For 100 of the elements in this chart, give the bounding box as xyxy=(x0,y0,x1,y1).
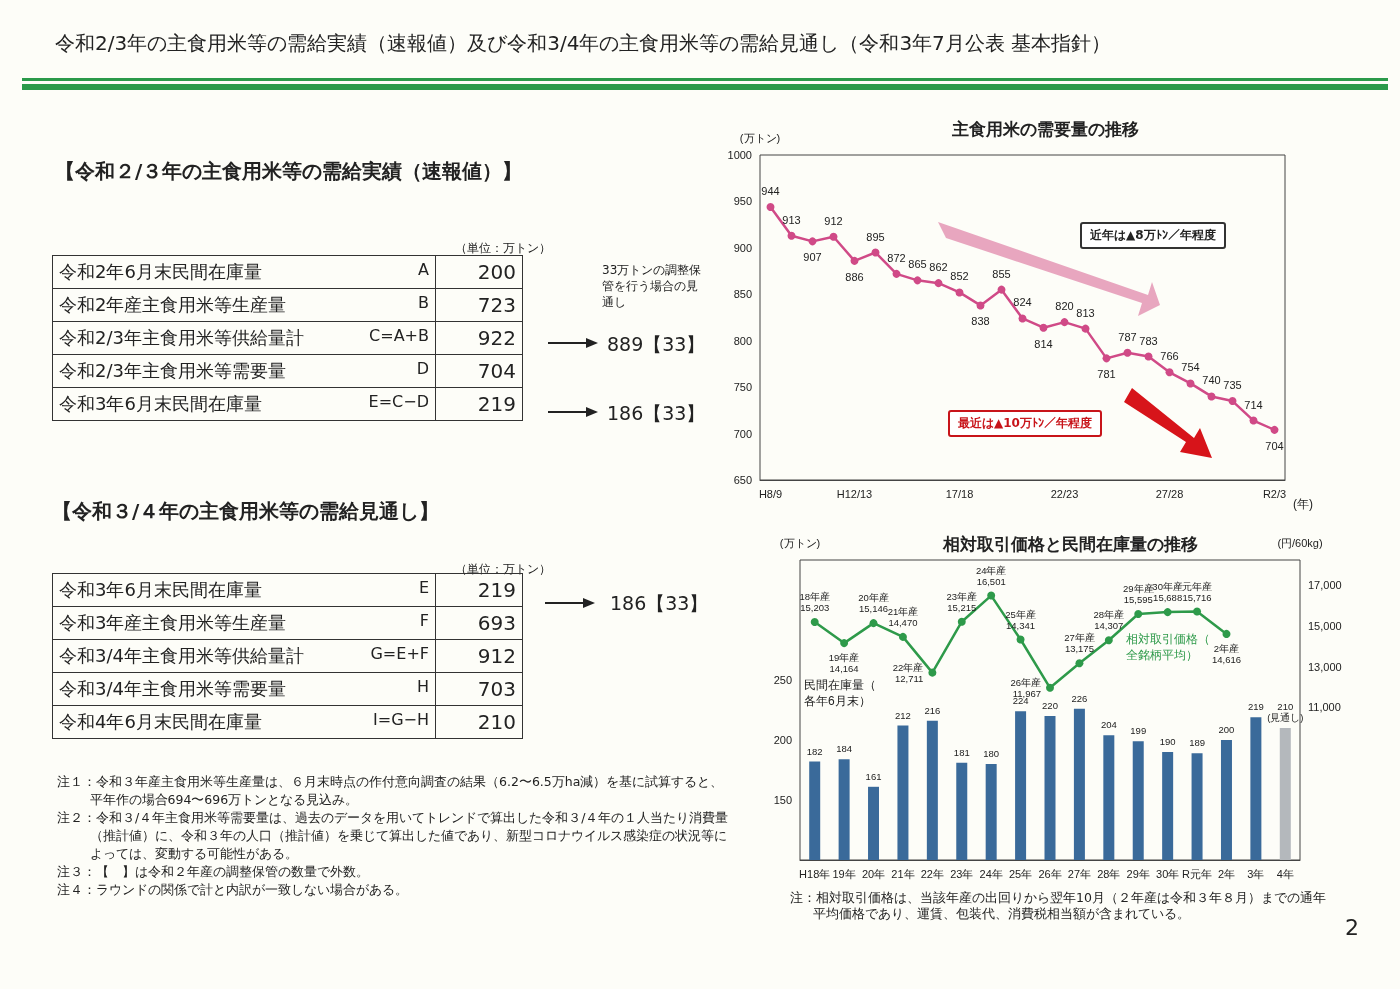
text: 令和2/3年主食用米等供給量計 xyxy=(59,327,304,348)
text: 令和3年6月末民間在庫量 xyxy=(59,393,262,414)
series-label: 相対取引価格（全銘柄平均） xyxy=(1126,632,1210,662)
text: 210 xyxy=(435,705,523,739)
data-label: 18年産 15,203 xyxy=(799,590,830,613)
point xyxy=(869,619,878,628)
text: 200 xyxy=(435,255,523,289)
x-tick-label: R元年 xyxy=(1182,867,1213,880)
point xyxy=(1165,368,1174,377)
text: 令和3/4年主食用米等供給量計 xyxy=(59,645,304,666)
data-label: 161 xyxy=(865,770,882,782)
text: 令和2年6月末民間在庫量 xyxy=(59,261,262,282)
data-label: 元年産 15,716 xyxy=(1182,580,1213,603)
point xyxy=(1270,425,1279,434)
x-tick-label: 20年 xyxy=(861,867,886,880)
text: E xyxy=(418,578,429,597)
annotation: 近年は▲8万ﾄﾝ／年程度 xyxy=(1080,222,1226,249)
data-label: 189 xyxy=(1189,737,1205,749)
point xyxy=(913,276,922,285)
point xyxy=(1060,318,1069,327)
point xyxy=(1144,352,1153,361)
y-tick-label: 250 xyxy=(773,674,792,686)
data-label: 838 xyxy=(971,315,990,328)
data-label: 226 xyxy=(1071,692,1088,704)
text: 186【33】 xyxy=(610,591,709,616)
data-label: 813 xyxy=(1076,306,1095,319)
point xyxy=(1075,659,1084,668)
y-tick-label: 950 xyxy=(733,195,752,208)
y-tick-label: 1000 xyxy=(727,149,752,161)
point xyxy=(766,203,775,211)
x-tick-label: 25年 xyxy=(1008,867,1033,880)
point xyxy=(987,591,996,600)
data-label: 766 xyxy=(1160,350,1179,363)
y2-tick-label: 11,000 xyxy=(1308,701,1341,714)
text: 693 xyxy=(435,606,523,640)
data-label: 740 xyxy=(1202,374,1221,387)
y-axis-title: (万トン) xyxy=(779,536,821,549)
text: 922 xyxy=(435,321,523,355)
point xyxy=(1081,324,1090,333)
point xyxy=(808,237,817,246)
text: 186【33】 xyxy=(607,401,706,426)
x-tick-label: R2/3 xyxy=(1262,487,1287,500)
data-label: 204 xyxy=(1100,719,1117,731)
data-label: 200 xyxy=(1218,724,1235,735)
point xyxy=(1018,314,1027,323)
data-label: 814 xyxy=(1034,337,1053,350)
data-label: 182 xyxy=(806,745,823,757)
text: 注１：令和３年産主食用米等生産量は、６月末時点の作付意向調査の結果（6.2〜6.5万ha減）を基に試算すると、平年作の場合694〜696万トンとなる見込み。 xyxy=(57,773,725,809)
data-label: 781 xyxy=(1097,368,1116,381)
point xyxy=(871,248,880,257)
y2-tick-label: 17,000 xyxy=(1308,579,1342,592)
data-label: 23年産 15,215 xyxy=(946,590,978,613)
data-label: 944 xyxy=(761,185,780,197)
text: D xyxy=(416,359,429,378)
data-label: 21年産 14,470 xyxy=(887,605,919,628)
chart-title: 相対取引価格と民間在庫量の推移 xyxy=(941,535,1198,554)
data-label: 28年産 14,307 xyxy=(1093,609,1125,632)
text: B xyxy=(418,293,429,312)
data-label: 872 xyxy=(887,251,906,264)
data-label: 2年産 14,616 xyxy=(1211,642,1241,665)
text: 注２：令和３/４年主食用米等需要量は、過去のデータを用いてトレンドで算出した令和３/４年の１人当たり消費量（推計値）に、令和３年の人口（推計値）を乗じて算出した値であり、新型コロナウイルス感染症の状況等によっては、変動する可能性がある。 xyxy=(57,809,730,863)
data-label: 912 xyxy=(824,214,843,227)
point xyxy=(892,269,901,278)
x-tick-label: H8/9 xyxy=(758,487,783,500)
data-label: 824 xyxy=(1013,296,1032,309)
x-tick-label: 22年 xyxy=(920,867,944,880)
x-tick-label: 26年 xyxy=(1038,867,1062,880)
text: 令和2/3年主食用米等需要量 xyxy=(59,360,286,381)
x-tick-label: 27/28 xyxy=(1155,487,1184,500)
data-label: 913 xyxy=(782,213,801,226)
point xyxy=(810,617,819,626)
text: 【令和２/３年の主食用米等の需給実績（速報値）】 xyxy=(55,158,523,185)
point xyxy=(1046,683,1054,692)
text: 912 xyxy=(435,639,523,673)
data-label: 216 xyxy=(924,704,941,716)
data-label: 865 xyxy=(908,258,927,271)
x-tick-label: 21年 xyxy=(891,867,915,880)
data-label: 27年産 13,175 xyxy=(1064,632,1095,655)
data-label: 184 xyxy=(836,743,853,755)
point xyxy=(1134,610,1143,618)
text: I=G−H xyxy=(373,710,429,729)
point xyxy=(928,668,937,677)
text: 703 xyxy=(435,672,523,706)
point xyxy=(934,279,943,288)
y-tick-label: 850 xyxy=(733,288,752,301)
data-label: 852 xyxy=(950,270,969,283)
text: 注４：ラウンドの関係で計と内訳が一致しない場合がある。 xyxy=(57,881,409,899)
data-label: 180 xyxy=(983,748,1000,759)
data-label: 907 xyxy=(803,251,822,264)
x-tick-label: H18年 xyxy=(799,867,831,880)
data-label: 895 xyxy=(866,230,885,243)
y-tick-label: 700 xyxy=(733,427,752,440)
text: 219 xyxy=(477,578,516,602)
point xyxy=(1016,635,1025,644)
point xyxy=(1039,323,1048,332)
x-tick-label: 3年 xyxy=(1247,867,1265,880)
x-tick-label: 29年 xyxy=(1126,867,1150,880)
point xyxy=(850,256,859,265)
text: E=C−D xyxy=(368,392,429,411)
point xyxy=(1222,629,1231,638)
